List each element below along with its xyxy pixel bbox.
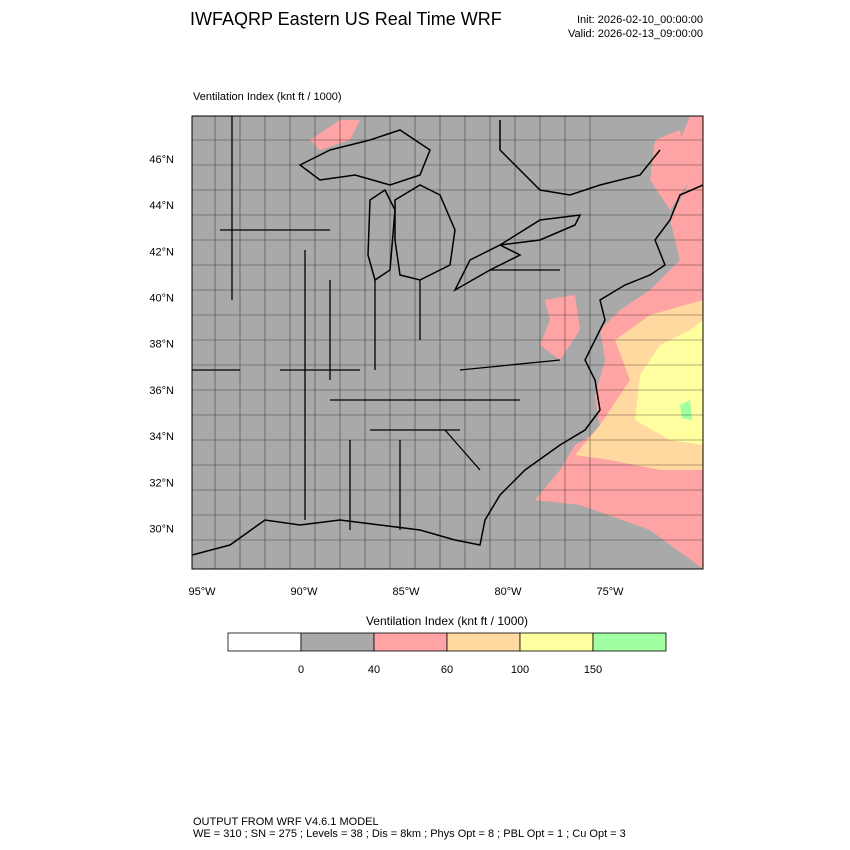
lat-label: 40°N [149, 293, 174, 305]
colorbar-label: 60 [441, 664, 453, 676]
lon-label: 95°W [188, 586, 216, 598]
valid-time: Valid: 2026-02-13_09:00:00 [568, 28, 703, 40]
lat-label: 34°N [149, 431, 174, 443]
county-lines [192, 116, 703, 569]
field-pink-3 [310, 120, 360, 150]
colorbar-title: Ventilation Index (knt ft / 1000) [366, 614, 528, 628]
colorbar-box [373, 632, 448, 652]
colorbar-box [300, 632, 375, 652]
colorbar-box [446, 632, 521, 652]
lon-label: 85°W [392, 586, 420, 598]
colorbar-label: 150 [584, 664, 602, 676]
field-pink-2 [540, 295, 580, 360]
footer-line: OUTPUT FROM WRF V4.6.1 MODEL [193, 816, 379, 828]
state-lines [192, 116, 561, 530]
colorbar: 0 40 60 100 150 [227, 632, 667, 676]
lat-label: 42°N [149, 246, 174, 258]
lat-label: 32°N [149, 477, 174, 489]
map [192, 116, 703, 569]
colorbar-label: 40 [368, 664, 380, 676]
footer-line: WE = 310 ; SN = 275 ; Levels = 38 ; Dis … [193, 828, 626, 840]
colorbar-label: 100 [511, 664, 529, 676]
lat-label: 30°N [149, 524, 174, 536]
map-frame [191, 115, 704, 570]
colorbar-label: 0 [298, 664, 304, 676]
colorbar-box [519, 632, 594, 652]
lat-label: 38°N [149, 339, 174, 351]
lon-label: 80°W [494, 586, 522, 598]
map-title: Ventilation Index (knt ft / 1000) [193, 91, 342, 103]
lat-label: 46°N [149, 154, 174, 166]
lat-label: 44°N [149, 200, 174, 212]
colorbar-box [592, 632, 667, 652]
title: IWFAQRP Eastern US Real Time WRF [190, 9, 502, 29]
lon-label: 90°W [290, 586, 318, 598]
axis-labels: 46°N 44°N 42°N 40°N 38°N 36°N 34°N 32°N 30°N 95°W… [149, 154, 624, 598]
lon-label: 75°W [596, 586, 624, 598]
lat-label: 36°N [149, 385, 174, 397]
colorbar-box [227, 632, 302, 652]
init-time: Init: 2026-02-10_00:00:00 [577, 14, 703, 26]
